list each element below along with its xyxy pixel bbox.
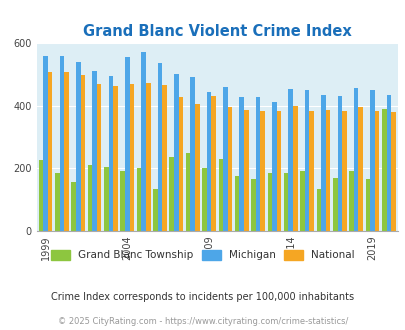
Bar bbox=[255, 96, 260, 231]
Bar bbox=[251, 179, 255, 231]
Bar bbox=[153, 189, 157, 231]
Bar bbox=[129, 84, 134, 231]
Bar bbox=[276, 111, 281, 231]
Bar bbox=[374, 111, 378, 231]
Bar bbox=[348, 172, 353, 231]
Bar bbox=[113, 86, 117, 231]
Bar bbox=[125, 57, 129, 231]
Bar bbox=[120, 172, 125, 231]
Bar bbox=[218, 159, 222, 231]
Bar bbox=[260, 111, 264, 231]
Bar bbox=[174, 74, 178, 231]
Text: Crime Index corresponds to incidents per 100,000 inhabitants: Crime Index corresponds to incidents per… bbox=[51, 292, 354, 302]
Bar bbox=[386, 95, 390, 231]
Title: Grand Blanc Violent Crime Index: Grand Blanc Violent Crime Index bbox=[83, 24, 351, 39]
Bar bbox=[316, 189, 320, 231]
Bar bbox=[169, 157, 174, 231]
Bar bbox=[337, 96, 341, 231]
Bar bbox=[267, 173, 271, 231]
Bar bbox=[162, 85, 166, 231]
Bar bbox=[206, 92, 211, 231]
Bar bbox=[234, 176, 239, 231]
Bar bbox=[239, 96, 243, 231]
Bar bbox=[320, 95, 325, 231]
Bar bbox=[76, 62, 80, 231]
Bar bbox=[227, 108, 232, 231]
Bar bbox=[283, 173, 288, 231]
Bar bbox=[92, 71, 97, 231]
Bar bbox=[145, 83, 150, 231]
Legend: Grand Blanc Township, Michigan, National: Grand Blanc Township, Michigan, National bbox=[51, 250, 354, 260]
Bar bbox=[71, 182, 76, 231]
Bar bbox=[353, 88, 358, 231]
Bar bbox=[87, 165, 92, 231]
Bar bbox=[222, 87, 227, 231]
Bar bbox=[211, 96, 215, 231]
Bar bbox=[288, 89, 292, 231]
Bar bbox=[178, 97, 183, 231]
Bar bbox=[292, 106, 297, 231]
Bar bbox=[271, 102, 276, 231]
Bar bbox=[55, 173, 60, 231]
Bar bbox=[48, 72, 52, 231]
Bar bbox=[390, 113, 395, 231]
Bar bbox=[243, 110, 248, 231]
Bar bbox=[104, 167, 109, 231]
Bar bbox=[358, 107, 362, 231]
Bar bbox=[365, 179, 369, 231]
Text: © 2025 CityRating.com - https://www.cityrating.com/crime-statistics/: © 2025 CityRating.com - https://www.city… bbox=[58, 317, 347, 326]
Bar bbox=[332, 178, 337, 231]
Bar bbox=[381, 109, 386, 231]
Bar bbox=[341, 111, 346, 231]
Bar bbox=[309, 111, 313, 231]
Bar bbox=[109, 76, 113, 231]
Bar bbox=[136, 168, 141, 231]
Bar bbox=[64, 72, 68, 231]
Bar bbox=[80, 75, 85, 231]
Bar bbox=[190, 77, 194, 231]
Bar bbox=[300, 172, 304, 231]
Bar bbox=[304, 90, 309, 231]
Bar bbox=[157, 63, 162, 231]
Bar bbox=[194, 104, 199, 231]
Bar bbox=[185, 152, 190, 231]
Bar bbox=[141, 52, 145, 231]
Bar bbox=[325, 110, 330, 231]
Bar bbox=[60, 56, 64, 231]
Bar bbox=[369, 90, 374, 231]
Bar bbox=[38, 160, 43, 231]
Bar bbox=[202, 168, 206, 231]
Bar bbox=[97, 84, 101, 231]
Bar bbox=[43, 56, 48, 231]
